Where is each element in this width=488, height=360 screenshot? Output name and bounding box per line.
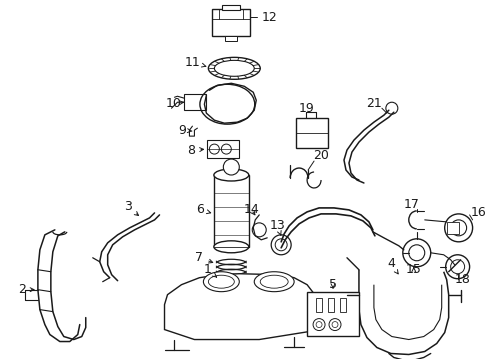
Text: 19: 19 <box>298 102 313 115</box>
Bar <box>212 9 250 36</box>
Text: 4: 4 <box>386 257 397 274</box>
Text: 9: 9 <box>178 123 192 137</box>
Circle shape <box>221 144 231 154</box>
Text: 3: 3 <box>123 201 138 216</box>
Bar <box>446 222 458 234</box>
Text: 21: 21 <box>366 97 381 110</box>
Text: 11: 11 <box>184 56 205 69</box>
Circle shape <box>223 159 239 175</box>
Circle shape <box>328 319 340 330</box>
Circle shape <box>315 321 322 328</box>
Circle shape <box>444 214 471 242</box>
Circle shape <box>271 235 290 255</box>
Text: 1: 1 <box>203 263 216 277</box>
Ellipse shape <box>254 272 293 292</box>
Ellipse shape <box>213 241 248 253</box>
Text: 14: 14 <box>243 203 259 216</box>
Circle shape <box>408 245 424 261</box>
Circle shape <box>331 321 337 328</box>
Bar <box>214 175 249 247</box>
Text: 2: 2 <box>18 283 34 296</box>
Circle shape <box>312 319 325 330</box>
Text: 8: 8 <box>187 144 203 157</box>
Text: 12: 12 <box>261 11 276 24</box>
Bar <box>315 298 322 312</box>
Polygon shape <box>164 274 318 339</box>
Circle shape <box>450 220 466 236</box>
Ellipse shape <box>208 57 260 79</box>
Circle shape <box>445 255 468 279</box>
Circle shape <box>252 223 265 237</box>
Bar <box>184 94 206 110</box>
Ellipse shape <box>208 275 234 288</box>
Bar <box>296 118 327 148</box>
Bar <box>327 298 333 312</box>
Circle shape <box>275 239 286 251</box>
Bar <box>207 140 239 158</box>
Bar <box>225 36 237 41</box>
Polygon shape <box>373 285 441 339</box>
Ellipse shape <box>213 169 248 181</box>
Circle shape <box>450 260 464 274</box>
Circle shape <box>209 144 219 154</box>
Ellipse shape <box>214 60 254 76</box>
Bar <box>339 298 346 312</box>
Bar <box>306 292 358 336</box>
Ellipse shape <box>260 275 287 288</box>
Text: 13: 13 <box>269 219 285 235</box>
Polygon shape <box>358 270 448 355</box>
Ellipse shape <box>203 272 239 292</box>
Text: 6: 6 <box>196 203 210 216</box>
Text: 7: 7 <box>195 251 212 264</box>
Bar <box>222 5 240 10</box>
Text: 18: 18 <box>454 273 469 286</box>
Text: 5: 5 <box>328 278 336 291</box>
Circle shape <box>385 102 397 114</box>
Circle shape <box>402 239 430 267</box>
Text: 17: 17 <box>403 198 419 211</box>
Text: 20: 20 <box>312 149 328 162</box>
Text: 15: 15 <box>405 263 421 276</box>
Text: 10: 10 <box>165 97 184 110</box>
Text: 16: 16 <box>469 206 486 219</box>
